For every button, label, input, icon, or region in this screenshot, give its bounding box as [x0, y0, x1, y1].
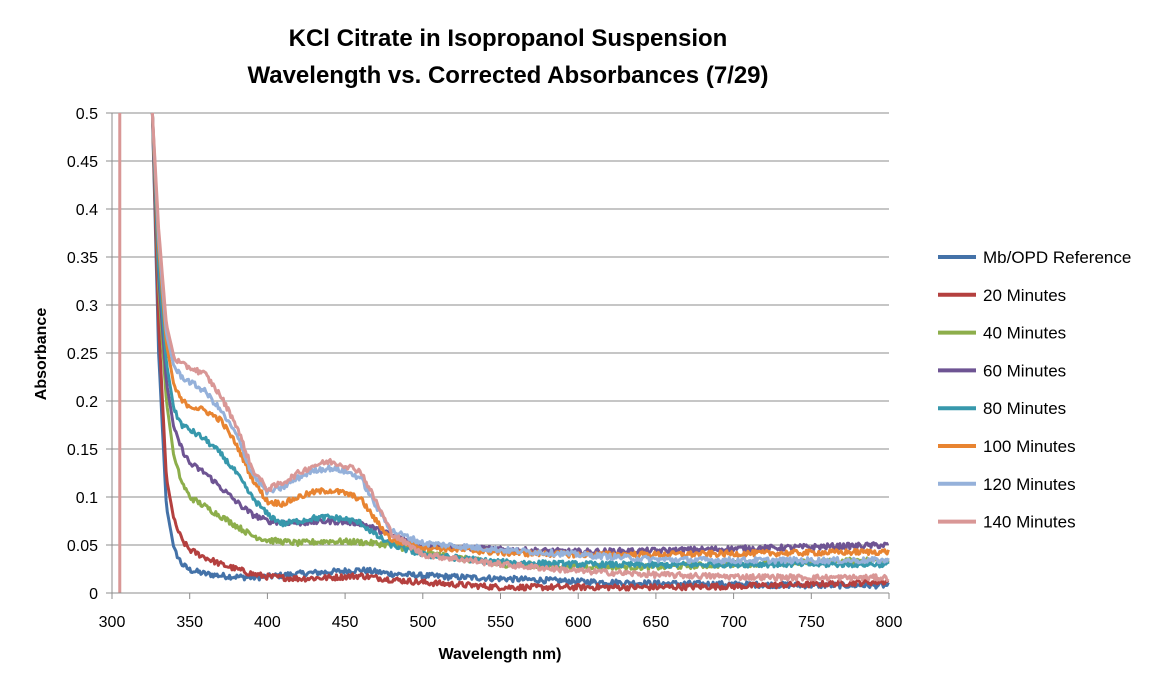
- y-tick-label: 0.45: [67, 154, 98, 171]
- chart-title-line-2: Wavelength vs. Corrected Absorbances (7/…: [247, 62, 768, 89]
- x-tick-label: 400: [254, 614, 281, 631]
- chart-title-line-1: KCl Citrate in Isopropanol Suspension: [289, 25, 728, 52]
- y-tick-label: 0.35: [67, 250, 98, 267]
- x-tick-label: 700: [720, 614, 747, 631]
- series-line-5: [150, 112, 890, 570]
- x-tick-label: 450: [332, 614, 359, 631]
- x-axis-label: Wavelength nm): [439, 646, 562, 663]
- series-lines: [118, 112, 890, 593]
- x-tick-label: 500: [409, 614, 436, 631]
- y-tick-label: 0.05: [67, 538, 98, 555]
- series-line-6: [150, 112, 890, 559]
- legend-label: 120 Minutes: [983, 475, 1076, 494]
- x-tick-label: 550: [487, 614, 514, 631]
- series-line-8: [150, 112, 890, 582]
- x-axis-ticks: 300 350 400 450 500 550 600 650 700 750 800: [99, 593, 903, 631]
- legend: Mb/OPD Reference 20 Minutes 40 Minutes 60 M…: [938, 248, 1131, 532]
- y-tick-label: 0.15: [67, 442, 98, 459]
- series-line-2: [150, 112, 890, 592]
- x-tick-label: 750: [798, 614, 825, 631]
- legend-label: 80 Minutes: [983, 399, 1066, 418]
- axes: [111, 113, 889, 594]
- y-tick-label: 0.2: [76, 394, 98, 411]
- y-tick-label: 0: [89, 586, 98, 603]
- legend-label: 100 Minutes: [983, 437, 1076, 456]
- y-tick-label: 0.3: [76, 298, 98, 315]
- gridlines: [112, 112, 889, 546]
- y-tick-label: 0.4: [76, 202, 98, 219]
- series-line-3: [150, 112, 890, 572]
- x-tick-label: 800: [876, 614, 903, 631]
- legend-label: Mb/OPD Reference: [983, 248, 1131, 267]
- y-tick-label: 0.5: [76, 106, 98, 123]
- x-tick-label: 350: [176, 614, 203, 631]
- x-tick-label: 650: [643, 614, 670, 631]
- y-tick-label: 0.25: [67, 346, 98, 363]
- x-tick-label: 300: [99, 614, 126, 631]
- legend-label: 20 Minutes: [983, 286, 1066, 305]
- y-axis-ticks: 0 0.05 0.1 0.15 0.2 0.25 0.3 0.35 0.4 0.45 0.5: [67, 106, 112, 603]
- legend-label: 60 Minutes: [983, 361, 1066, 380]
- y-axis-label: Absorbance: [33, 308, 50, 401]
- legend-label: 40 Minutes: [983, 324, 1066, 343]
- legend-label: 140 Minutes: [983, 513, 1076, 532]
- x-tick-label: 600: [565, 614, 592, 631]
- y-tick-label: 0.1: [76, 490, 98, 507]
